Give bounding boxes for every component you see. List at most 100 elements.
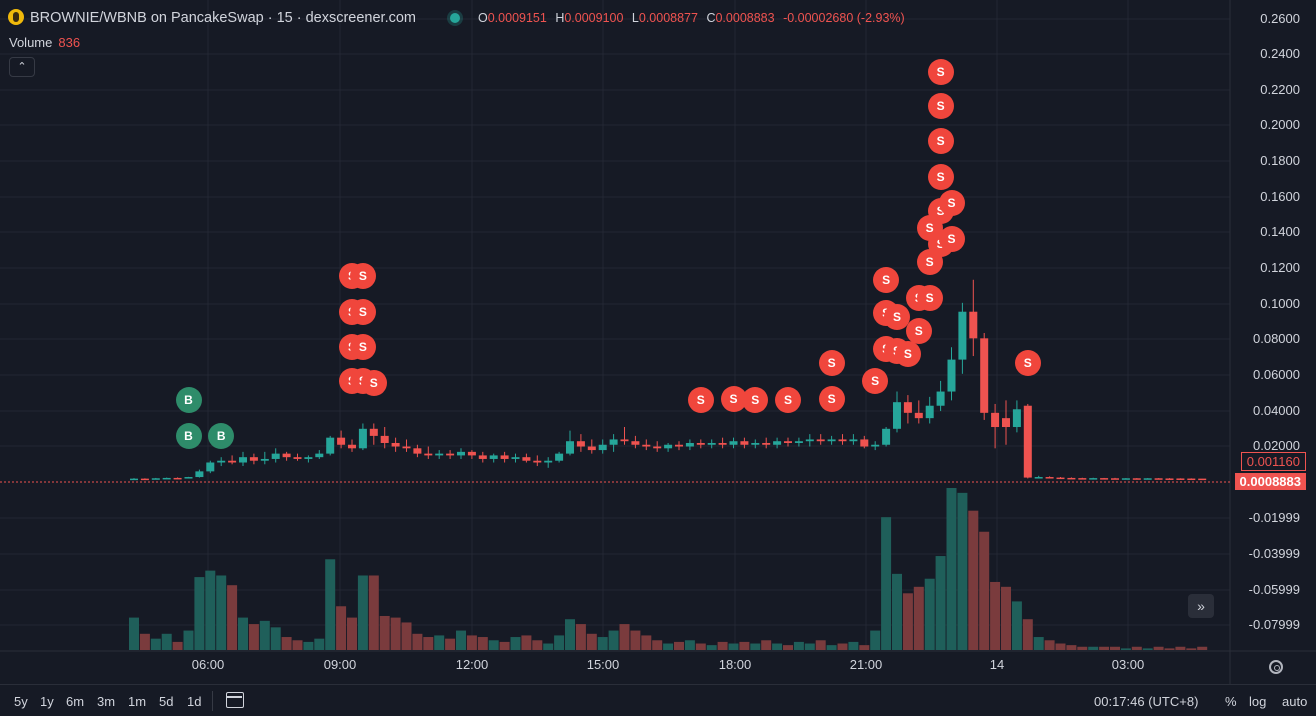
chart-header: BROWNIE/WBNB on PancakeSwap · 15 · dexsc… — [0, 0, 1230, 36]
percent-scale-toggle[interactable]: % — [1225, 694, 1237, 709]
candle — [228, 455, 237, 465]
sell-marker[interactable]: S — [349, 298, 376, 325]
candle — [1089, 477, 1098, 480]
buy-marker[interactable]: B — [208, 422, 235, 449]
sell-marker[interactable]: S — [349, 263, 376, 290]
volume-bar — [1153, 646, 1164, 650]
candle — [271, 448, 280, 463]
candle — [544, 457, 553, 468]
candle-body — [903, 402, 912, 413]
sell-marker[interactable]: S — [818, 350, 845, 377]
candle — [282, 451, 291, 461]
candle-body — [1111, 478, 1119, 480]
candle-body — [446, 453, 455, 456]
sell-marker[interactable]: S — [818, 385, 845, 412]
candle-body — [1045, 477, 1054, 479]
sell-marker[interactable]: S — [742, 387, 769, 414]
sell-marker[interactable]: S — [349, 334, 376, 361]
volume-bar — [870, 630, 881, 650]
sell-marker[interactable]: S — [687, 387, 714, 414]
candle-body — [435, 453, 444, 456]
settings-gear-icon[interactable] — [1269, 660, 1283, 674]
candle — [653, 441, 662, 452]
candle — [1002, 400, 1010, 445]
price-tick-label: 0.1600 — [1260, 189, 1300, 204]
volume-bar — [815, 640, 826, 650]
sell-marker[interactable]: S — [1014, 350, 1041, 377]
log-scale-toggle[interactable]: log — [1249, 694, 1267, 709]
candle-body — [326, 437, 335, 454]
candle-body — [478, 455, 487, 459]
candle-body — [304, 457, 313, 459]
buy-marker[interactable]: B — [175, 387, 202, 414]
volume-bar — [434, 635, 445, 650]
sell-marker[interactable]: S — [927, 59, 954, 86]
candle — [576, 434, 585, 452]
volume-bar — [194, 577, 205, 650]
clock-timezone[interactable]: 00:17:46 (UTC+8) — [1094, 694, 1199, 709]
sell-marker[interactable]: S — [360, 369, 387, 396]
candle-body — [566, 441, 574, 454]
candle — [1012, 400, 1021, 433]
volume-bar — [1011, 601, 1022, 650]
volume-bar — [1077, 646, 1088, 650]
volume-bar — [303, 641, 314, 650]
price-tick-label: -0.01999 — [1248, 510, 1300, 525]
sell-marker[interactable]: S — [938, 190, 965, 217]
sell-marker[interactable]: S — [927, 92, 954, 119]
volume-bar — [608, 630, 619, 650]
range-1m-button[interactable]: 1m — [128, 694, 147, 709]
price-tick-label: 0.06000 — [1253, 367, 1300, 382]
price-tick-label: -0.03999 — [1248, 546, 1300, 561]
range-1d-button[interactable]: 1d — [187, 694, 202, 709]
sell-marker[interactable]: S — [775, 387, 801, 414]
volume-bar — [968, 510, 979, 650]
candle-body — [239, 457, 247, 463]
candle-body — [969, 311, 978, 339]
sell-marker[interactable]: S — [894, 341, 921, 368]
volume-bar — [499, 641, 510, 650]
sell-marker[interactable]: S — [927, 163, 954, 190]
candle-body — [1187, 478, 1196, 481]
range-3m-button[interactable]: 3m — [97, 694, 116, 709]
sell-marker[interactable]: S — [873, 266, 900, 293]
sell-marker[interactable]: S — [905, 318, 932, 345]
candle-body — [1067, 477, 1076, 480]
sell-marker[interactable]: S — [916, 284, 943, 311]
candle — [446, 450, 455, 459]
sell-marker[interactable]: S — [720, 385, 747, 412]
candle — [718, 437, 727, 449]
candle — [609, 434, 618, 452]
low-value: 0.0008877 — [638, 11, 698, 25]
candle-body — [664, 444, 673, 449]
candle — [587, 439, 596, 454]
sell-marker[interactable]: S — [884, 304, 910, 331]
price-tick-label: 0.08000 — [1253, 331, 1300, 346]
candle-body — [1176, 478, 1185, 480]
volume-bar — [357, 575, 368, 650]
calendar-goto-date-icon[interactable] — [226, 692, 244, 708]
candle — [533, 455, 542, 467]
range-5y-button[interactable]: 5y — [14, 694, 28, 709]
range-6m-button[interactable]: 6m — [66, 694, 85, 709]
auto-scale-toggle[interactable]: auto — [1282, 694, 1308, 709]
candle — [620, 427, 629, 445]
range-5d-button[interactable]: 5d — [159, 694, 174, 709]
bottom-toolbar: 5y 1y 6m 3m 1m 5d 1d 00:17:46 (UTC+8) % … — [0, 684, 1316, 716]
sell-marker[interactable]: S — [927, 128, 954, 155]
candle-body — [282, 453, 291, 458]
candle-body — [500, 455, 509, 459]
volume-bar — [390, 617, 401, 650]
range-1y-button[interactable]: 1y — [40, 694, 54, 709]
sell-marker[interactable]: S — [938, 225, 965, 252]
volume-bar — [706, 645, 717, 650]
sell-marker[interactable]: S — [862, 367, 889, 394]
candle — [1034, 475, 1043, 479]
volume-bar — [728, 643, 739, 650]
buy-marker[interactable]: B — [175, 422, 202, 449]
volume-bar — [674, 641, 684, 650]
scroll-to-realtime-button[interactable]: » — [1188, 594, 1214, 618]
collapse-legend-button[interactable]: ⌃ — [9, 57, 35, 77]
